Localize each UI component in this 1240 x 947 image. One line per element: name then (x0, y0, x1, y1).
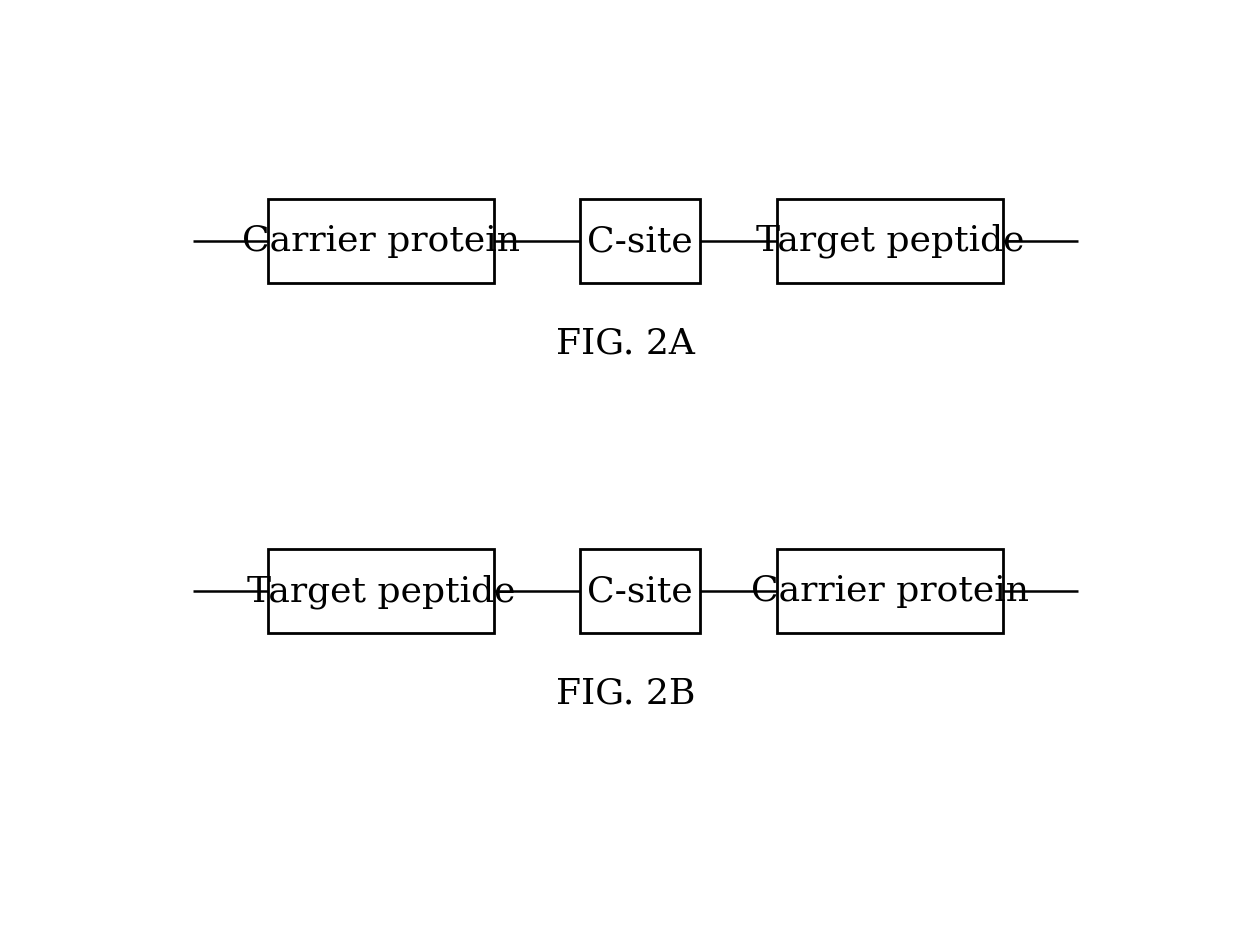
Text: FIG. 2B: FIG. 2B (556, 676, 696, 710)
Text: C-site: C-site (588, 574, 693, 608)
FancyBboxPatch shape (580, 549, 701, 634)
Text: Carrier protein: Carrier protein (751, 574, 1029, 608)
Text: C-site: C-site (588, 224, 693, 259)
FancyBboxPatch shape (777, 199, 1003, 283)
FancyBboxPatch shape (268, 199, 494, 283)
Text: FIG. 2A: FIG. 2A (557, 327, 696, 361)
FancyBboxPatch shape (268, 549, 494, 634)
Text: Target peptide: Target peptide (756, 224, 1024, 259)
Text: Carrier protein: Carrier protein (242, 224, 520, 259)
FancyBboxPatch shape (777, 549, 1003, 634)
FancyBboxPatch shape (580, 199, 701, 283)
Text: Target peptide: Target peptide (247, 574, 515, 609)
